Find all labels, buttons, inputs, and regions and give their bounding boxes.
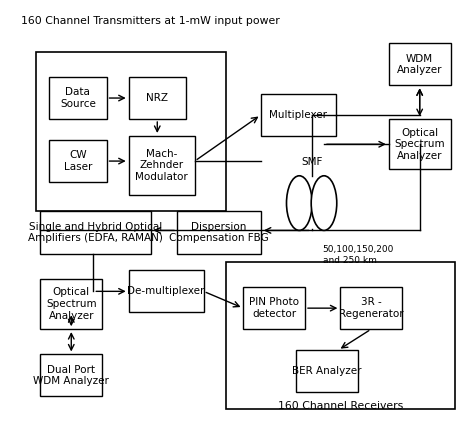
- Text: PIN Photo
detector: PIN Photo detector: [249, 297, 299, 319]
- Text: Optical
Spectrum
Analyzer: Optical Spectrum Analyzer: [46, 287, 97, 321]
- FancyBboxPatch shape: [40, 279, 102, 329]
- Text: SMF: SMF: [301, 157, 322, 168]
- FancyBboxPatch shape: [296, 350, 358, 392]
- Text: Dispersion
Compensation FBG: Dispersion Compensation FBG: [169, 222, 269, 243]
- Text: 160 Channel Transmitters at 1-mW input power: 160 Channel Transmitters at 1-mW input p…: [21, 16, 280, 26]
- FancyBboxPatch shape: [389, 119, 451, 170]
- Text: BER Analyzer: BER Analyzer: [292, 366, 362, 376]
- Text: 160 Channel Receivers: 160 Channel Receivers: [278, 401, 403, 411]
- Text: Dual Port
WDM Analyzer: Dual Port WDM Analyzer: [33, 365, 109, 386]
- FancyBboxPatch shape: [40, 212, 151, 253]
- Ellipse shape: [311, 176, 337, 231]
- FancyBboxPatch shape: [128, 77, 186, 119]
- FancyBboxPatch shape: [243, 287, 305, 329]
- FancyBboxPatch shape: [177, 212, 261, 253]
- FancyBboxPatch shape: [49, 77, 107, 119]
- Text: NRZ: NRZ: [146, 93, 168, 103]
- Text: De-multiplexer: De-multiplexer: [128, 286, 205, 297]
- Text: 50,100,150,200
and 250 km: 50,100,150,200 and 250 km: [323, 245, 394, 264]
- FancyBboxPatch shape: [49, 140, 107, 182]
- Text: Single and Hybrid Optical
Amplifiers (EDFA, RAMAN): Single and Hybrid Optical Amplifiers (ED…: [28, 222, 163, 243]
- Text: WDM
Analyzer: WDM Analyzer: [397, 54, 442, 75]
- Text: CW
Laser: CW Laser: [64, 150, 92, 172]
- FancyBboxPatch shape: [128, 136, 195, 195]
- FancyBboxPatch shape: [40, 354, 102, 396]
- Text: 3R -
Regenerator: 3R - Regenerator: [339, 297, 403, 319]
- Text: Optical
Spectrum
Analyzer: Optical Spectrum Analyzer: [394, 128, 445, 161]
- FancyBboxPatch shape: [389, 44, 451, 85]
- FancyBboxPatch shape: [340, 287, 402, 329]
- Text: Data
Source: Data Source: [60, 87, 96, 109]
- Ellipse shape: [286, 176, 312, 231]
- Text: Multiplexer: Multiplexer: [269, 110, 328, 120]
- FancyBboxPatch shape: [261, 94, 336, 136]
- FancyBboxPatch shape: [128, 270, 203, 312]
- Text: Mach-
Zehnder
Modulator: Mach- Zehnder Modulator: [135, 148, 188, 182]
